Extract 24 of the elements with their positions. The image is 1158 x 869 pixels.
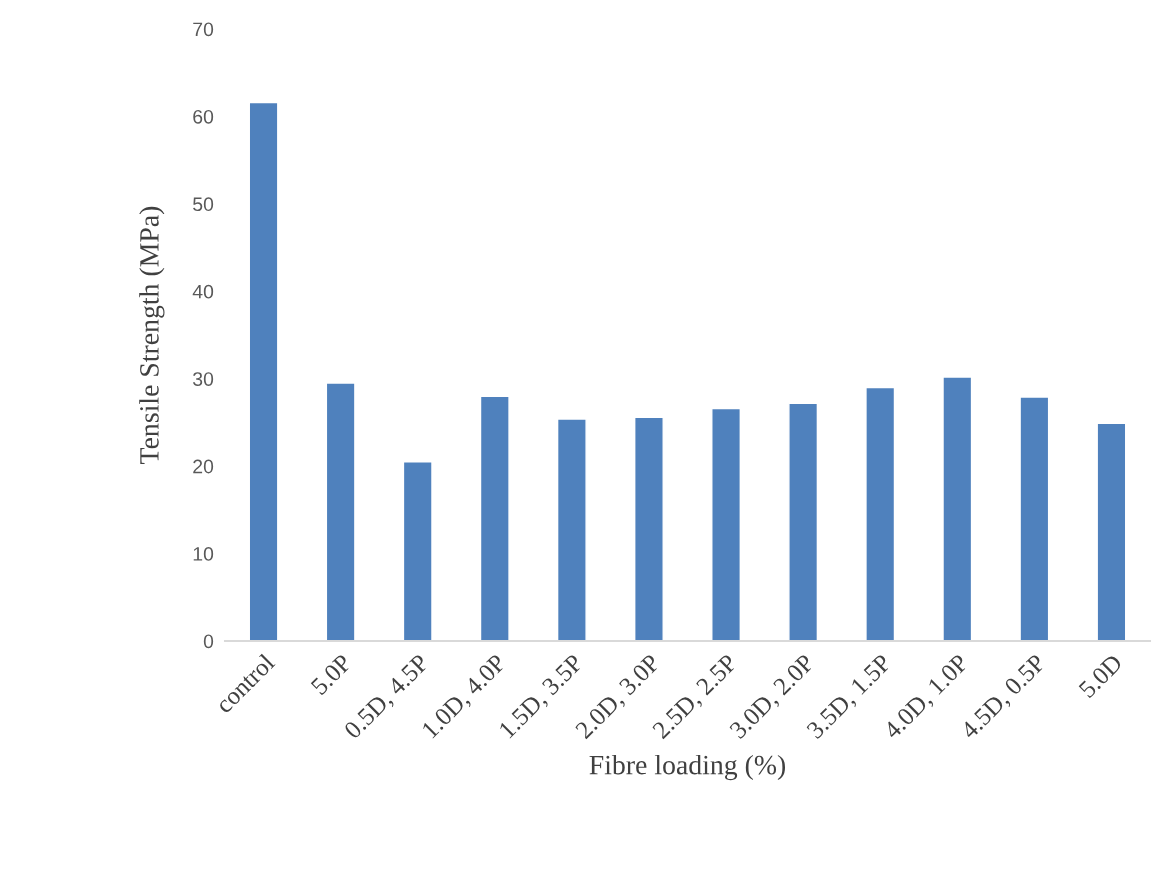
- y-tick-label: 0: [203, 634, 214, 649]
- y-tick-label: 50: [193, 197, 214, 212]
- x-tick-label: 5.0D: [1078, 653, 1124, 699]
- bar: [865, 386, 896, 641]
- bar: [556, 418, 587, 641]
- y-tick-label: 30: [193, 372, 214, 386]
- y-tick-label: 10: [193, 547, 214, 561]
- bar: [402, 461, 433, 641]
- bar: [248, 101, 279, 641]
- y-tick-label: 70: [193, 22, 214, 37]
- bar: [479, 395, 510, 641]
- bar: [325, 382, 356, 641]
- x-axis-title: Fibre loading (%): [589, 754, 786, 781]
- bar: [942, 376, 973, 641]
- y-tick-label: 40: [192, 284, 214, 299]
- bar: [711, 407, 741, 641]
- y-tick-label: 20: [193, 459, 214, 474]
- x-tick-label: 5.0P: [310, 653, 353, 696]
- y-tick-label: 60: [193, 109, 214, 124]
- bar: [634, 416, 664, 641]
- bar: [788, 402, 819, 641]
- y-axis-title: Tensile Strength (MPa): [139, 206, 165, 464]
- bar: [1096, 422, 1127, 641]
- bar: [1019, 396, 1050, 641]
